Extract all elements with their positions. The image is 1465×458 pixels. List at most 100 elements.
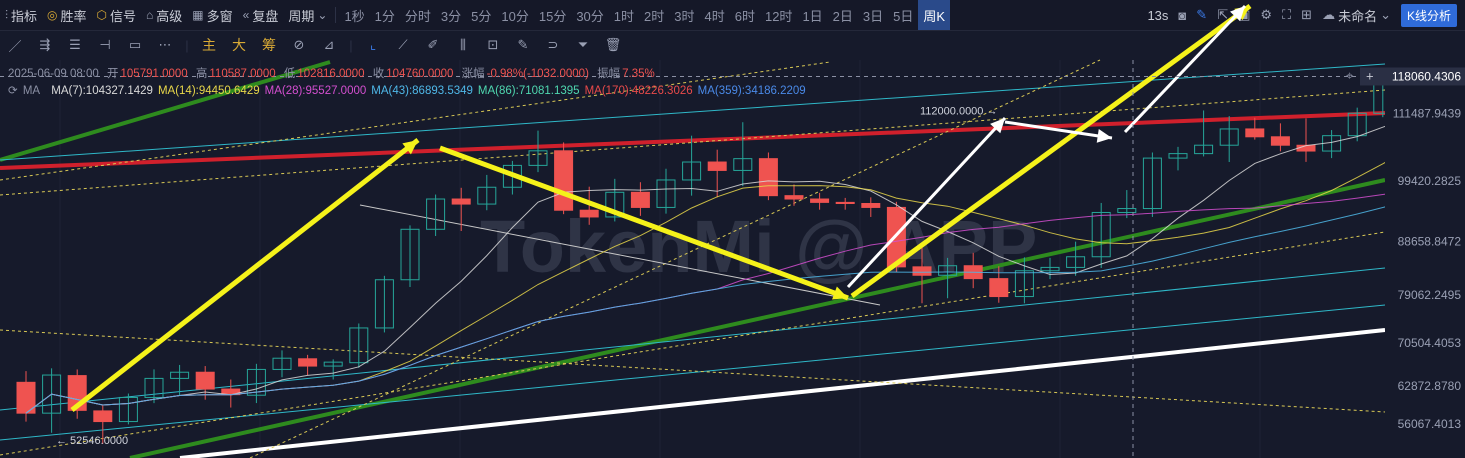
grid-icon[interactable]: ⊞ [1301, 7, 1313, 22]
candle-body [298, 358, 318, 367]
lock-icon[interactable]: ⊡ [487, 37, 499, 52]
ma-value: MA(170):48226.3026 [584, 85, 693, 97]
pencil-icon[interactable]: ✎ [1196, 7, 1208, 22]
brush-icon[interactable]: ✐ [427, 37, 439, 52]
advanced-button[interactable]: ⌂ 高级 [146, 8, 183, 24]
period-tab[interactable]: 3日 [862, 8, 884, 24]
period-tab[interactable]: 10分 [501, 8, 529, 24]
period-tab[interactable]: 2时 [644, 8, 665, 24]
ma-value: MA(43):86893.5349 [371, 85, 473, 97]
refresh-timer: 13s [1147, 7, 1169, 23]
kline-analysis-button[interactable]: K线分析 [1400, 3, 1457, 27]
period-tab[interactable]: 30分 [576, 8, 604, 24]
candle-body [1014, 270, 1034, 298]
trend-line [0, 304, 1386, 441]
yellow-arrow [439, 145, 849, 301]
period-tab[interactable]: 1日 [802, 8, 823, 24]
big-tool[interactable]: 大 [232, 37, 246, 53]
high-annotation: 112000.0000 → [920, 105, 997, 117]
y-tick-label: 88658.8472 [1398, 234, 1462, 248]
camera-icon[interactable]: ◙ [1178, 7, 1187, 23]
period-tab[interactable]: 3分 [440, 8, 462, 24]
high-label: 高 [195, 68, 208, 80]
candle-body [42, 374, 62, 414]
trash-icon[interactable]: 🗑 [604, 37, 622, 52]
candle-body [1117, 208, 1137, 213]
close-label: 收 [372, 68, 385, 80]
parallel-lines-icon[interactable]: ⇶ [39, 37, 51, 52]
amp-label: 振幅 [597, 68, 621, 80]
indicator-button[interactable]: ⫶ 指标 [5, 7, 38, 24]
eraser-line-icon[interactable]: ⊿ [323, 37, 335, 52]
line-tool-icon[interactable]: ／ [8, 38, 22, 54]
link-icon[interactable]: ⊃ [547, 37, 559, 52]
horizontal-lines-icon[interactable]: ☰ [69, 37, 81, 52]
y-tick-label: 79062.2495 [1398, 288, 1462, 302]
plus-icon: + [1366, 68, 1374, 83]
ma-value: MA(14):94450.6429 [157, 85, 260, 97]
trend-line [129, 178, 1386, 458]
layout-dropdown[interactable]: ☁ 未命名 ⌄ [1322, 7, 1391, 24]
candle-body [938, 265, 958, 276]
candle-body [528, 150, 548, 166]
candle-body [1347, 112, 1367, 137]
note-icon[interactable]: ✎ [517, 37, 529, 52]
candle-body [1040, 266, 1060, 272]
multi-chart-button[interactable]: ▦ 多窗 [192, 8, 233, 24]
change-value: -0.98%(-1032.0000) [486, 68, 589, 80]
period-tab[interactable]: 15分 [538, 8, 567, 24]
trend-line [0, 63, 1386, 161]
candle-body [1168, 153, 1188, 159]
chips-tool[interactable]: 筹 [262, 37, 276, 53]
candle-body [477, 186, 497, 205]
candle-body [170, 371, 190, 379]
signal-icon: ⬡ [96, 8, 108, 22]
period-tab[interactable]: 5分 [471, 8, 492, 24]
candle-body [784, 195, 804, 200]
period-tab[interactable]: 12时 [764, 8, 793, 24]
y-tick-label: 62872.8780 [1398, 379, 1462, 393]
trend-line [0, 61, 831, 181]
fullscreen-icon[interactable]: ⛶ [1282, 7, 1292, 22]
period-tab[interactable]: 6时 [734, 8, 755, 24]
magnet-icon[interactable]: ⊘ [293, 37, 305, 52]
cursor-icon[interactable]: ⌞ [369, 37, 377, 52]
more-icon[interactable]: ⋯ [158, 37, 172, 52]
candle-body [733, 158, 753, 171]
advanced-icon: ⌂ [146, 8, 154, 22]
rectangle-icon[interactable]: ▭ [128, 37, 142, 52]
win-rate-button[interactable]: ◎ 胜率 [47, 8, 87, 24]
period-tab[interactable]: 1时 [613, 8, 635, 24]
white-arrow-head [1096, 128, 1112, 143]
refresh-icon[interactable]: ⟳ [8, 85, 18, 97]
candle-body [1270, 136, 1290, 146]
period-tab[interactable]: 2日 [832, 8, 853, 24]
period-dropdown[interactable]: 周期 ⌄ [288, 8, 328, 24]
ma-legend: ⟳ MA MA(7):104327.1429 MA(14):94450.6429 M… [8, 83, 811, 97]
ruler-icon[interactable]: ⟋ [398, 37, 408, 52]
popout-icon[interactable]: ⇱ [1217, 7, 1229, 22]
period-tab[interactable]: 5日 [893, 8, 914, 24]
period-tab[interactable]: 分时 [404, 8, 431, 24]
ma-value: MA(7):104327.1429 [51, 85, 153, 97]
period-tab[interactable]: 周K [918, 0, 951, 30]
replay-button[interactable]: «复盘 [242, 8, 279, 24]
cloud-icon: ☁ [1322, 7, 1336, 22]
candle-body [707, 161, 727, 171]
period-tab[interactable]: 1分 [374, 8, 395, 24]
horizontal-ray-icon[interactable]: ⊣ [99, 37, 111, 52]
candle-type-icon[interactable]: ⫼ [460, 37, 466, 52]
divider: | [185, 37, 189, 53]
change-label: 涨幅 [461, 68, 485, 80]
y-tick-label: 56067.4013 [1398, 417, 1462, 431]
period-tab[interactable]: 4时 [704, 8, 725, 24]
main-tool[interactable]: 主 [202, 37, 216, 53]
gear-icon[interactable]: ⚙ [1260, 7, 1273, 22]
filter-icon[interactable]: ⏷ [577, 37, 589, 52]
signal-button[interactable]: ⬡ 信号 [96, 8, 137, 24]
candle-body [861, 203, 881, 208]
amp-value: 7.35% [622, 68, 655, 80]
period-tab[interactable]: 1秒 [344, 8, 365, 24]
period-tab[interactable]: 3时 [674, 8, 695, 24]
